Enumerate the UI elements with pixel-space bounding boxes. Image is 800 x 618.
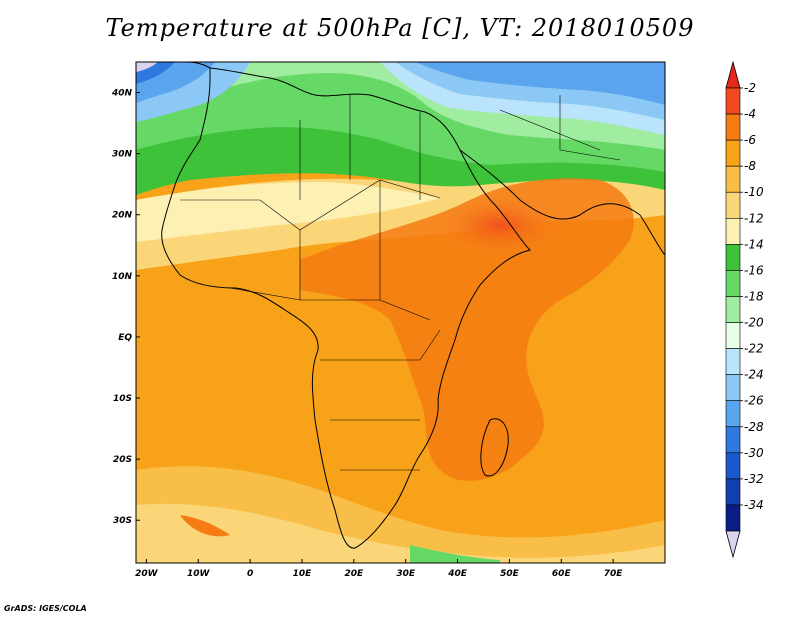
lon-tick-label: 40E (447, 569, 468, 579)
colorbar-swatch (725, 191, 741, 219)
colorbar-label: -18 (744, 289, 764, 303)
grads-credit: GrADS: IGES/COLA (4, 604, 87, 613)
colorbar-swatch (725, 113, 741, 141)
colorbar-label: -26 (744, 394, 764, 408)
colorbar-swatch (725, 244, 741, 271)
lon-tick-label: 20W (135, 569, 159, 579)
field-band-m24 (410, 62, 665, 105)
lat-tick-label: 40N (111, 89, 133, 99)
madagascar-coast (480, 418, 509, 477)
lon-axis: 20W 10W 0 10E 20E 30E 40E 50E 60E 70E (135, 559, 623, 579)
lat-tick-label: 30N (112, 150, 133, 160)
country-borders (180, 95, 621, 471)
colorbar-swatch (725, 270, 741, 297)
colorbar-swatch (725, 322, 741, 349)
lon-tick-label: 0 (247, 569, 253, 579)
colorbar-label: -22 (744, 342, 764, 356)
colorbar-swatch (725, 400, 741, 428)
lon-tick-label: 20E (344, 569, 364, 579)
field-band-m4 (300, 178, 634, 481)
temperature-field (136, 62, 665, 563)
colorbar-label: -28 (744, 420, 764, 434)
colorbar-swatch (725, 426, 741, 454)
lat-axis: 40N 30N 20N 10N EQ 10S 20S 30S (111, 89, 140, 526)
colorbar-label: -34 (744, 498, 764, 512)
colorbar-swatch (725, 478, 741, 506)
lon-tick-label: 10E (293, 569, 313, 579)
colorbar-swatch (725, 139, 741, 167)
colorbar-top-arrow (725, 60, 741, 89)
colorbar-label: -8 (744, 159, 756, 173)
colorbar-label: -4 (744, 107, 756, 121)
lat-tick-label: 30S (113, 516, 132, 526)
colorbar-swatch (725, 452, 741, 480)
plot-frame (135, 61, 666, 564)
border-north (299, 95, 621, 200)
field-nw-m34 (136, 62, 158, 72)
coastlines (161, 62, 665, 549)
colorbar: -2 -4 -6 -8 -10 -12 -14 -16 -18 -20 -22 -24 -26 -28 -3… (725, 60, 764, 559)
arabia-coast (459, 149, 665, 256)
colorbar-swatch (725, 296, 741, 323)
map-title: Temperature at 500hPa [C], VT: 201801050… (105, 14, 695, 42)
lon-tick-label: 10W (187, 569, 211, 579)
colorbar-swatch (725, 374, 741, 402)
colorbar-label: -32 (744, 472, 764, 486)
lon-tick-label: 70E (604, 569, 624, 579)
lat-tick-label: EQ (118, 333, 132, 343)
colorbar-swatch (725, 504, 741, 532)
lon-tick-label: 60E (552, 569, 572, 579)
lat-tick-label: 10S (113, 394, 132, 404)
lat-tick-label: 20N (112, 211, 133, 221)
colorbar-label: -12 (744, 211, 764, 225)
colorbar-label: -2 (744, 81, 756, 95)
colorbar-label: -30 (744, 446, 764, 460)
field-south-warm (180, 515, 230, 537)
field-band-m12 (136, 182, 440, 242)
colorbar-swatch (725, 165, 741, 193)
colorbar-bottom-arrow (725, 530, 741, 559)
border-sahel (229, 180, 431, 321)
lon-tick-label: 50E (500, 569, 520, 579)
lon-tick-label: 30E (396, 569, 416, 579)
colorbar-label: -24 (744, 368, 764, 382)
colorbar-swatch (725, 217, 741, 245)
colorbar-swatch (725, 87, 741, 115)
colorbar-label: -16 (744, 263, 764, 277)
field-hot-horn (440, 195, 560, 255)
africa-coast (161, 67, 531, 549)
lat-tick-label: 10N (112, 272, 133, 282)
colorbar-label: -10 (744, 185, 764, 199)
lat-tick-label: 20S (113, 455, 132, 465)
colorbar-label: -14 (744, 237, 764, 251)
field-south-green (410, 545, 500, 563)
border-central (320, 329, 441, 471)
colorbar-swatch (725, 348, 741, 375)
field-south-m10 (136, 503, 665, 563)
colorbar-label: -20 (744, 316, 764, 330)
colorbar-label: -6 (744, 133, 756, 147)
